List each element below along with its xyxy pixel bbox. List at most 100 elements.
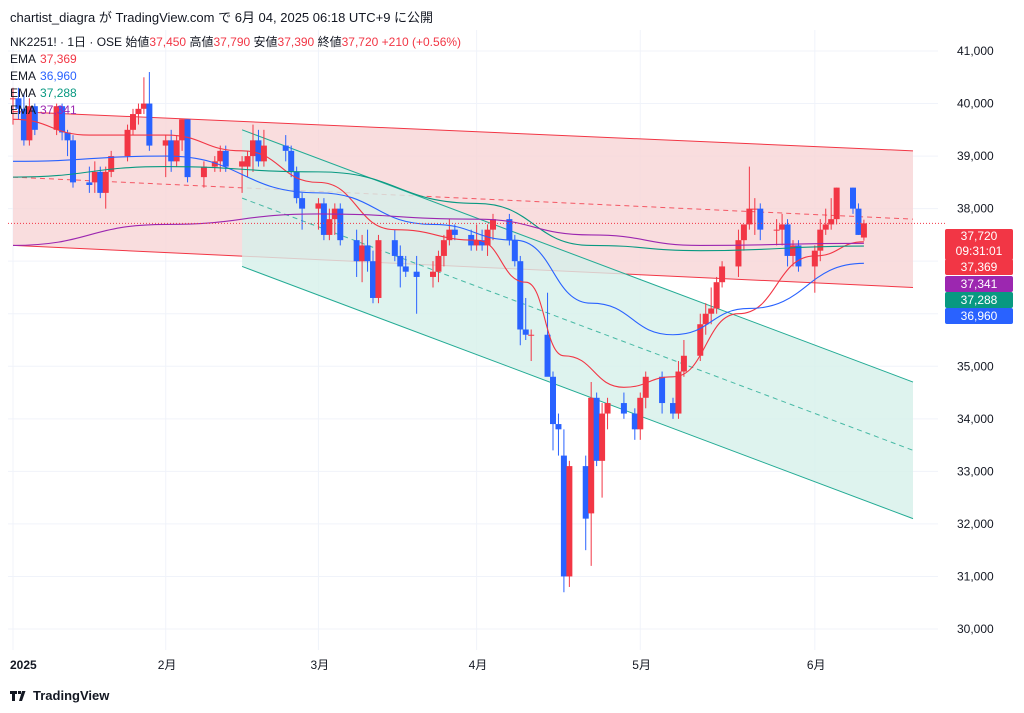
time-axis[interactable]: 2025 2月 3月 4月 5月 6月 [10,658,826,672]
low-value: 37,390 [277,35,315,49]
candle-body [391,240,398,256]
candle-body [64,132,71,141]
candle-body [560,455,567,577]
candle-body [702,313,709,325]
change-value: +210 (+0.56%) [381,35,462,49]
candle-body [773,229,780,231]
bar-countdown: 09:31:01 [955,244,1003,258]
candle-body [599,413,606,461]
candle-body [506,219,513,241]
candle-body [337,208,344,241]
candle-body [811,250,818,267]
y-tick-label: 30,000 [957,622,994,636]
x-tick-label: 3月 [310,658,329,672]
x-tick-label: 2025 [10,658,37,672]
candle-body [822,224,829,230]
candle-body [544,334,551,377]
high-label: 高値 [189,35,214,49]
candle-body [593,397,600,461]
candle-body [326,219,333,235]
candle-body [364,245,371,262]
ema-value: 37,341 [40,103,77,117]
candle-body [708,308,715,314]
x-tick-label: 5月 [632,658,651,672]
candle-body [675,371,682,414]
y-tick-label: 38,000 [957,202,994,216]
candle-body [397,255,404,267]
ema-label: EMA [10,52,37,66]
candle-body [15,98,22,109]
candle-body [566,466,573,577]
ema-value: 36,960 [40,69,77,83]
channel-upper [12,110,914,152]
ema-row-3[interactable]: EMA 37,288 [10,85,461,102]
candle-body [550,376,556,425]
candle-body [680,355,687,372]
candle-body [97,171,104,193]
candle-body [795,245,802,267]
candle-body [70,140,76,183]
candle-body [239,161,246,167]
ema-value: 37,288 [40,86,77,100]
candle-body [20,108,27,141]
x-tick-label: 6月 [807,658,826,672]
y-tick-label: 34,000 [957,412,994,426]
channel-fill [242,129,913,519]
candle-body [26,106,33,141]
ema-row-2[interactable]: EMA 36,960 [10,68,461,85]
last-price-value: 37,720 [960,229,998,243]
candle-body [659,376,666,404]
candle-body [713,282,720,309]
publish-header: chartist_diagra が TradingView.com で 6月 0… [10,10,434,25]
ema-row-4[interactable]: EMA 37,341 [10,102,461,119]
ema-label: EMA [10,103,37,117]
candle-body [282,145,289,151]
candle-body [260,145,267,162]
candle-body [828,219,835,225]
candle-body [735,240,742,267]
ema-row-1[interactable]: EMA 37,369 [10,51,461,68]
tradingview-footer[interactable]: TradingView [10,688,109,703]
open-value: 37,450 [149,35,187,49]
candle-body [631,413,638,430]
candle-body [179,119,186,141]
trend-channels [12,110,914,520]
ema-red-badge: 37,369 [945,259,1013,275]
channel-fill [13,111,913,288]
candle-body [244,156,251,167]
candle-body [413,271,420,277]
low-label: 安値 [253,35,278,49]
price-axis[interactable]: 30,00031,00032,00033,00034,00035,00036,0… [957,44,994,636]
candle-body [146,103,153,146]
channel-upper [241,129,914,383]
ema-line [12,118,864,388]
candlesticks [10,72,867,593]
candle-body [817,229,824,251]
candle-body [430,271,436,277]
ohlc-row: NK2251! · 1日 · OSE 始値37,450 高値37,790 安値3… [10,34,461,51]
tradingview-logo-icon [10,690,28,701]
candle-body [440,240,447,256]
candle-body [779,224,786,230]
y-tick-label: 39,000 [957,149,994,163]
candle-body [757,208,764,230]
y-tick-label: 33,000 [957,464,994,478]
close-value: 37,720 [341,35,379,49]
candle-body [53,106,60,130]
symbol-label[interactable]: NK2251! · 1日 · OSE [10,35,123,49]
candle-body [108,156,115,172]
candle-body [751,208,758,210]
x-tick-label: 2月 [158,658,177,672]
candle-body [511,240,518,262]
candle-body [102,171,109,193]
candle-body [484,229,491,246]
candle-body [288,150,295,172]
candle-body [86,182,93,185]
candle-body [790,245,796,256]
candle-body [59,106,66,133]
candle-body [250,140,256,157]
candle-body [200,166,207,178]
candle-body [746,208,753,225]
candle-body [522,329,529,335]
